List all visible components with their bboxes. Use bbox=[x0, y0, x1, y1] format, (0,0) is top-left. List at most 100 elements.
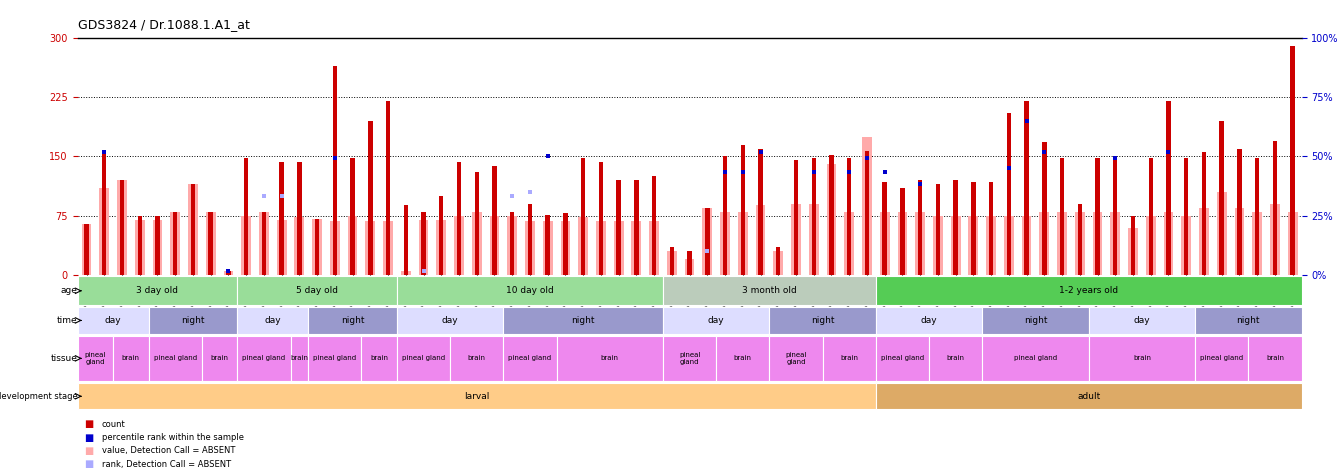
Text: age: age bbox=[60, 286, 78, 295]
Bar bbox=[542, 221, 553, 275]
Bar bbox=[1291, 46, 1295, 275]
Bar bbox=[876, 383, 1302, 410]
Bar bbox=[1201, 153, 1206, 275]
Bar bbox=[809, 204, 818, 275]
Bar bbox=[953, 180, 957, 275]
Bar bbox=[900, 188, 905, 275]
Bar bbox=[829, 155, 834, 275]
Bar bbox=[1113, 158, 1118, 275]
Bar bbox=[649, 221, 659, 275]
Bar bbox=[1060, 158, 1065, 275]
Text: night: night bbox=[572, 316, 595, 325]
Bar bbox=[983, 336, 1089, 381]
Bar bbox=[190, 184, 195, 275]
Bar bbox=[297, 162, 301, 275]
Text: brain: brain bbox=[210, 356, 229, 361]
Text: pineal
gland: pineal gland bbox=[679, 352, 700, 365]
Bar bbox=[329, 221, 340, 275]
Bar bbox=[149, 307, 237, 334]
Bar bbox=[439, 196, 443, 275]
Bar bbox=[308, 336, 362, 381]
Text: value, Detection Call = ABSENT: value, Detection Call = ABSENT bbox=[102, 447, 236, 455]
Bar bbox=[493, 166, 497, 275]
Text: brain: brain bbox=[840, 356, 858, 361]
Bar bbox=[561, 221, 570, 275]
Bar bbox=[490, 216, 499, 275]
Bar bbox=[811, 158, 815, 275]
Bar bbox=[1149, 158, 1153, 275]
Text: brain: brain bbox=[734, 356, 751, 361]
Bar bbox=[237, 307, 308, 334]
Bar bbox=[1235, 208, 1244, 275]
Text: tissue: tissue bbox=[51, 354, 78, 363]
Text: day: day bbox=[708, 316, 724, 325]
Text: brain: brain bbox=[1133, 356, 1152, 361]
Bar bbox=[755, 205, 766, 275]
Text: pineal gland: pineal gland bbox=[313, 356, 356, 361]
Bar bbox=[1181, 216, 1192, 275]
Text: percentile rank within the sample: percentile rank within the sample bbox=[102, 433, 244, 442]
Text: pineal gland: pineal gland bbox=[154, 356, 197, 361]
Bar bbox=[277, 219, 287, 275]
Bar bbox=[663, 307, 770, 334]
Text: pineal gland: pineal gland bbox=[1200, 356, 1243, 361]
Bar bbox=[663, 276, 876, 305]
Bar bbox=[1042, 142, 1047, 275]
Bar bbox=[848, 158, 852, 275]
Text: pineal gland: pineal gland bbox=[881, 356, 924, 361]
Bar bbox=[740, 145, 744, 275]
Text: 3 month old: 3 month old bbox=[742, 286, 797, 295]
Text: day: day bbox=[1134, 316, 1150, 325]
Text: ■: ■ bbox=[84, 446, 94, 456]
Bar bbox=[1252, 212, 1263, 275]
Bar bbox=[919, 180, 923, 275]
Bar bbox=[1248, 336, 1302, 381]
Bar bbox=[202, 336, 237, 381]
Bar bbox=[84, 224, 88, 275]
Bar bbox=[224, 271, 233, 275]
Text: 5 day old: 5 day old bbox=[296, 286, 339, 295]
Bar bbox=[503, 336, 557, 381]
Bar bbox=[78, 383, 876, 410]
Text: brain: brain bbox=[1265, 356, 1284, 361]
Text: night: night bbox=[1024, 316, 1047, 325]
Bar bbox=[951, 216, 960, 275]
Text: pineal gland: pineal gland bbox=[1014, 356, 1056, 361]
Bar bbox=[209, 212, 213, 275]
Bar bbox=[244, 158, 248, 275]
Text: day: day bbox=[921, 316, 937, 325]
Bar bbox=[1217, 192, 1227, 275]
Bar bbox=[738, 212, 747, 275]
Bar bbox=[102, 153, 107, 275]
Text: 3 day old: 3 day old bbox=[137, 286, 178, 295]
Bar bbox=[670, 247, 674, 275]
Bar bbox=[474, 172, 479, 275]
Bar bbox=[599, 162, 603, 275]
Bar bbox=[348, 216, 358, 275]
Bar bbox=[663, 336, 716, 381]
Text: development stage: development stage bbox=[0, 392, 78, 401]
Bar bbox=[770, 307, 876, 334]
Bar bbox=[1095, 158, 1099, 275]
Bar bbox=[1255, 158, 1260, 275]
Bar bbox=[1129, 228, 1138, 275]
Bar bbox=[400, 271, 411, 275]
Text: brain: brain bbox=[122, 356, 139, 361]
Bar bbox=[1220, 121, 1224, 275]
Bar bbox=[897, 212, 908, 275]
Text: brain: brain bbox=[601, 356, 619, 361]
Bar bbox=[929, 336, 983, 381]
Bar bbox=[78, 307, 149, 334]
Bar bbox=[437, 219, 446, 275]
Bar bbox=[1004, 216, 1014, 275]
Text: ■: ■ bbox=[84, 432, 94, 443]
Bar bbox=[261, 212, 266, 275]
Text: night: night bbox=[811, 316, 834, 325]
Bar bbox=[1022, 216, 1031, 275]
Bar bbox=[613, 221, 624, 275]
Bar bbox=[703, 208, 712, 275]
Bar bbox=[1089, 307, 1196, 334]
Bar bbox=[170, 212, 179, 275]
Bar bbox=[315, 219, 319, 275]
Bar bbox=[155, 216, 159, 275]
